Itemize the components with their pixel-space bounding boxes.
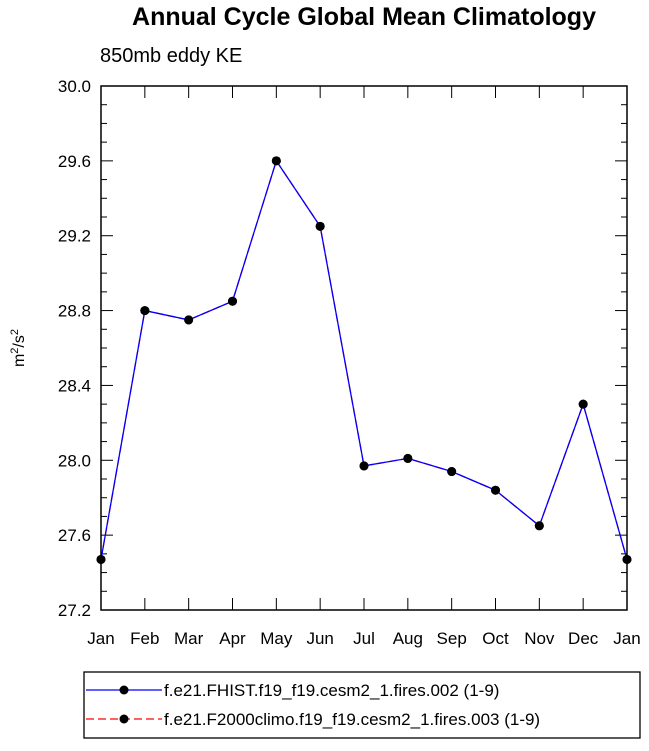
- x-tick-label: Sep: [437, 629, 467, 648]
- data-point-series-2: [447, 467, 457, 477]
- data-point-series-2: [228, 296, 237, 306]
- data-point-series-2: [491, 485, 500, 495]
- chart-subtitle: 850mb eddy KE: [100, 45, 242, 67]
- x-tick-label: Feb: [130, 629, 159, 648]
- legend-label-series-2: f.e21.F2000climo.f19_f19.cesm2_1.fires.0…: [164, 710, 540, 729]
- x-tick-label: May: [260, 629, 293, 648]
- series-group: [96, 156, 632, 564]
- data-point-series-2: [271, 156, 281, 166]
- series-line-1: [100, 159, 628, 560]
- x-tick-label: Nov: [524, 629, 555, 648]
- y-tick-label: 27.2: [58, 601, 91, 620]
- data-point-series-2: [184, 315, 194, 325]
- x-tick-label: Apr: [219, 629, 246, 648]
- legend-label-series-1: f.e21.FHIST.f19_f19.cesm2_1.fires.002 (1…: [164, 681, 499, 700]
- data-point-series-2: [403, 453, 413, 463]
- y-axis-label-base: m: [11, 354, 28, 367]
- legend-box: [83, 671, 641, 739]
- y-tick-label: 28.4: [58, 376, 91, 395]
- data-point-series-2: [578, 399, 588, 409]
- y-tick-label: 28.0: [58, 451, 91, 470]
- legend-marker-series-1: [119, 685, 129, 695]
- data-point-series-2: [140, 306, 150, 316]
- x-tick-label: Oct: [482, 629, 509, 648]
- y-axis-label: m2/s2: [9, 329, 28, 367]
- y-tick-label: 30.0: [58, 77, 91, 96]
- legend-marker-series-2: [119, 714, 129, 724]
- plot-frame: [100, 85, 628, 611]
- data-point-series-2: [534, 521, 544, 531]
- y-tick-label: 27.6: [58, 526, 91, 545]
- y-axis-label-slash: /s: [11, 335, 28, 347]
- axis-ticks: [100, 85, 628, 611]
- x-tick-label: Jan: [613, 629, 640, 648]
- legend: f.e21.FHIST.f19_f19.cesm2_1.fires.002 (1…: [83, 671, 641, 739]
- y-tick-label: 29.6: [58, 152, 91, 171]
- y-tick-labels: 27.2 27.6 28.0 28.4 28.8 29.2 29.6 30.0: [58, 77, 91, 620]
- x-tick-label: Jul: [353, 629, 375, 648]
- x-tick-label: Jan: [87, 629, 114, 648]
- data-point-series-2: [359, 461, 369, 471]
- y-axis-label-sup2: 2: [9, 329, 21, 335]
- data-point-series-2: [315, 221, 325, 231]
- y-tick-label: 29.2: [58, 227, 91, 246]
- x-tick-labels: Jan Feb Mar Apr May Jun Jul Aug Sep Oct Nov Dec Jan: [87, 629, 640, 648]
- x-tick-label: Aug: [393, 629, 423, 648]
- y-tick-label: 28.8: [58, 302, 91, 321]
- y-axis-label-sup1: 2: [9, 348, 21, 354]
- chart-title: Annual Cycle Global Mean Climatology: [132, 3, 596, 31]
- x-tick-label: Jun: [306, 629, 333, 648]
- x-tick-label: Dec: [568, 629, 599, 648]
- x-tick-label: Mar: [174, 629, 204, 648]
